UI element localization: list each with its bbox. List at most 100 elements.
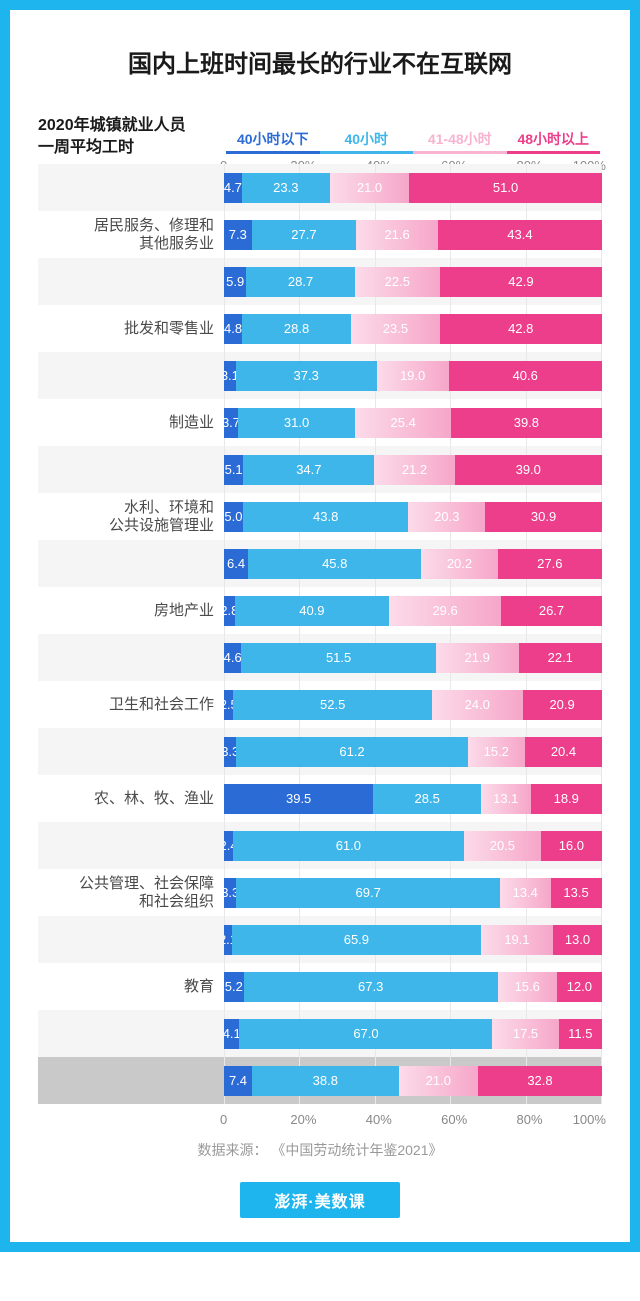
bar-segment: 20.3	[408, 502, 485, 532]
stacked-bar: 7.327.721.643.4	[224, 220, 602, 250]
bar-segment: 21.6	[356, 220, 438, 250]
table-row: 采矿业3.137.319.040.6	[38, 352, 602, 399]
row-chart: 3.361.215.220.4	[224, 728, 602, 775]
data-source: 数据来源： 《中国劳动统计年鉴2021》	[38, 1140, 602, 1160]
legend-item: 41-48小时	[413, 129, 507, 154]
bar-segment: 20.5	[464, 831, 541, 861]
header-row: 2020年城镇就业人员 一周平均工时 40小时以下 40小时 41-48小时 4…	[38, 115, 602, 158]
bar-segment: 43.4	[438, 220, 602, 250]
row-chart: 7.438.821.032.8	[224, 1057, 602, 1104]
subtitle-line2: 一周平均工时	[38, 137, 216, 159]
legend-label: 40小时	[344, 129, 388, 149]
bar-segment: 21.9	[436, 643, 519, 673]
legend-swatch	[413, 151, 507, 154]
row-chart: 7.327.721.643.4	[224, 211, 602, 258]
bar-segment: 28.8	[242, 314, 351, 344]
table-row: 文化体育和娱乐业6.445.820.227.6	[38, 540, 602, 587]
bar-segment: 20.4	[525, 737, 602, 767]
bar-segment: 38.8	[252, 1066, 399, 1096]
bar-segment: 2.4	[224, 831, 233, 861]
chart-title: 国内上班时间最长的行业不在互联网	[38, 44, 602, 79]
row-chart: 4.723.321.051.0	[224, 164, 602, 211]
bar-segment: 42.8	[440, 314, 602, 344]
bar-segment: 11.5	[559, 1019, 602, 1049]
bar-segment: 7.4	[224, 1066, 252, 1096]
axis-bottom-wrap: 020%40%60%80%100%	[38, 1110, 602, 1112]
chart-rows: 住宿和餐饮业4.723.321.051.0居民服务、修理和其他服务业7.327.…	[38, 164, 602, 1104]
row-chart: 2.552.524.020.9	[224, 681, 602, 728]
stacked-bar: 5.928.722.542.9	[224, 267, 602, 297]
stacked-bar: 3.137.319.040.6	[224, 361, 602, 391]
source-prefix: 数据来源：	[197, 1142, 267, 1158]
legend-label: 48小时以上	[517, 129, 589, 149]
table-row: 制造业3.731.025.439.8	[38, 399, 602, 446]
table-row: 建筑业5.928.722.542.9	[38, 258, 602, 305]
table-row: 公共管理、社会保障和社会组织3.369.713.413.5	[38, 869, 602, 916]
footer-badge: 澎湃·美数课	[240, 1182, 400, 1218]
bar-segment: 3.3	[224, 737, 236, 767]
row-chart: 5.134.721.239.0	[224, 446, 602, 493]
bar-segment: 22.1	[519, 643, 602, 673]
table-row: 交通运输、仓储和邮政业5.134.721.239.0	[38, 446, 602, 493]
bar-segment: 43.8	[243, 502, 409, 532]
bar-segment: 3.3	[224, 878, 236, 908]
bar-segment: 31.0	[238, 408, 355, 438]
legend-item: 40小时以下	[226, 129, 320, 154]
bar-segment: 13.0	[553, 925, 602, 955]
bar-segment: 20.2	[421, 549, 497, 579]
table-row: 农、林、牧、渔业39.528.513.118.9	[38, 775, 602, 822]
stacked-bar: 39.528.513.118.9	[224, 784, 602, 814]
subtitle-line1: 2020年城镇就业人员	[38, 115, 216, 137]
row-chart: 2.165.919.113.0	[224, 916, 602, 963]
bar-segment: 5.2	[224, 972, 244, 1002]
bar-segment: 21.2	[374, 455, 454, 485]
row-chart: 4.167.017.511.5	[224, 1010, 602, 1057]
bar-segment: 5.9	[224, 267, 246, 297]
bar-segment: 52.5	[233, 690, 431, 720]
bar-segment: 16.0	[541, 831, 601, 861]
bar-segment: 61.2	[236, 737, 467, 767]
bar-segment: 3.1	[224, 361, 236, 391]
table-row: 水利、环境和公共设施管理业5.043.820.330.9	[38, 493, 602, 540]
bar-segment: 23.5	[351, 314, 440, 344]
bar-segment: 34.7	[243, 455, 374, 485]
row-chart: 5.928.722.542.9	[224, 258, 602, 305]
table-row: 居民服务、修理和其他服务业7.327.721.643.4	[38, 211, 602, 258]
bar-segment: 42.9	[440, 267, 602, 297]
bar-segment: 39.8	[451, 408, 601, 438]
bar-segment: 2.8	[224, 596, 235, 626]
legend: 40小时以下 40小时 41-48小时 48小时以上	[224, 129, 602, 154]
source-name: 《中国劳动统计年鉴2021》	[271, 1142, 442, 1158]
bar-segment: 18.9	[531, 784, 602, 814]
bar-segment: 28.5	[373, 784, 481, 814]
bar-segment: 24.0	[432, 690, 523, 720]
bar-segment: 19.1	[481, 925, 553, 955]
bar-segment: 40.9	[235, 596, 390, 626]
bar-segment: 13.4	[500, 878, 551, 908]
table-row: 房地产业2.840.929.626.7	[38, 587, 602, 634]
stacked-bar: 4.651.521.922.1	[224, 643, 602, 673]
legend-item: 48小时以上	[507, 129, 601, 154]
bar-segment: 27.6	[498, 549, 602, 579]
bar-segment: 7.3	[224, 220, 252, 250]
bar-segment: 30.9	[485, 502, 602, 532]
stacked-bar: 4.723.321.051.0	[224, 173, 602, 203]
bar-segment: 37.3	[236, 361, 377, 391]
stacked-bar: 2.461.020.516.0	[224, 831, 602, 861]
bar-segment: 4.6	[224, 643, 241, 673]
chart-frame: 国内上班时间最长的行业不在互联网 2020年城镇就业人员 一周平均工时 40小时…	[0, 0, 640, 1252]
bar-segment: 40.6	[449, 361, 602, 391]
stacked-bar: 4.167.017.511.5	[224, 1019, 602, 1049]
row-chart: 2.461.020.516.0	[224, 822, 602, 869]
bar-segment: 28.7	[246, 267, 354, 297]
legend-swatch	[226, 151, 320, 154]
bar-segment: 21.0	[399, 1066, 478, 1096]
bar-segment: 25.4	[355, 408, 451, 438]
bar-segment: 39.0	[455, 455, 602, 485]
table-row: 电力、热力、燃气及水生产和供应业3.361.215.220.4	[38, 728, 602, 775]
bar-segment: 67.0	[239, 1019, 492, 1049]
bar-segment: 61.0	[233, 831, 464, 861]
legend-label: 41-48小时	[428, 129, 492, 149]
bar-segment: 4.8	[224, 314, 242, 344]
table-row: 信息传输、软件和信息2.461.020.516.0	[38, 822, 602, 869]
